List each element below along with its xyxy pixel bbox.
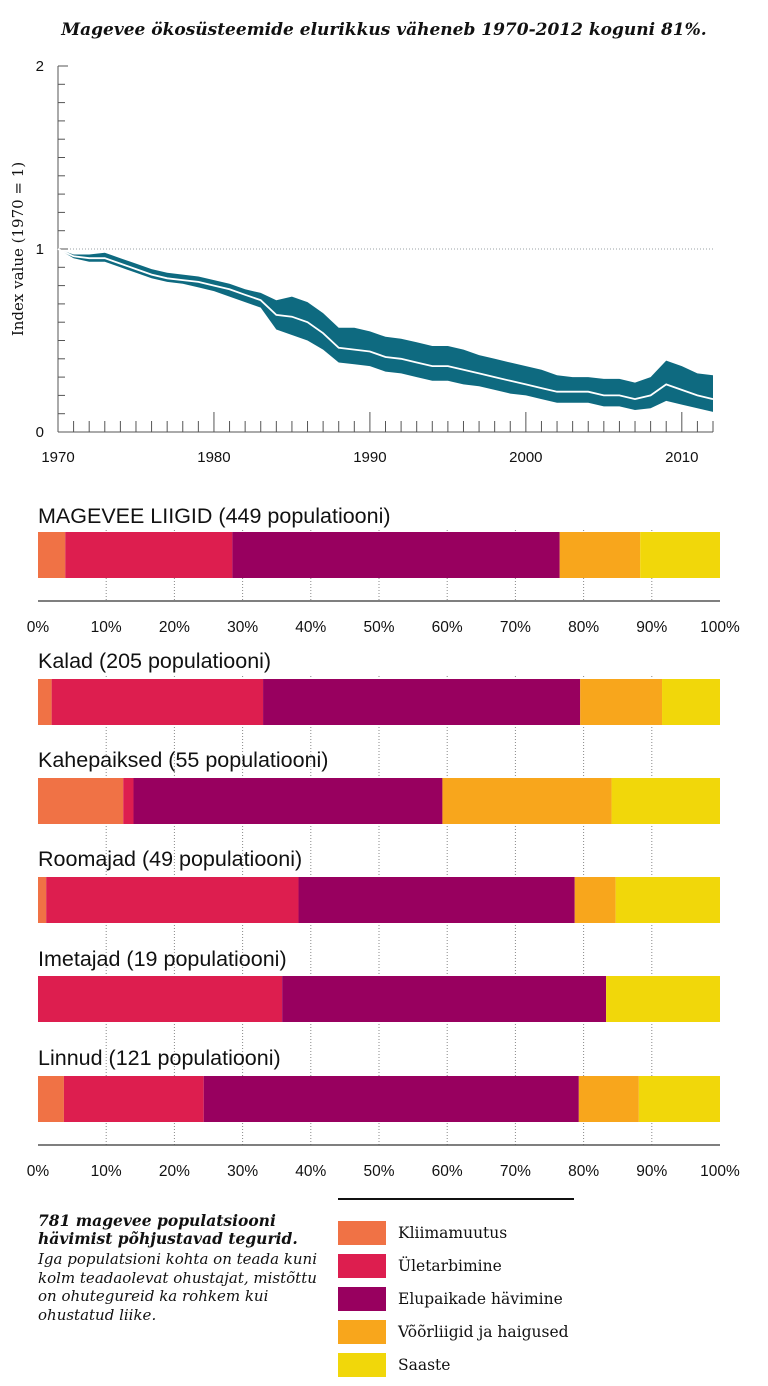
legend-item: Kliimamuutus: [338, 1216, 578, 1249]
legend-swatch-icon: [338, 1319, 386, 1344]
y-axis-label: Index value (1970 = 1): [9, 162, 27, 336]
x-tick-label: 2010: [665, 449, 698, 466]
bar-segment: [263, 679, 581, 725]
bar-segment: [574, 877, 616, 923]
bar-segment: [282, 976, 607, 1022]
bar-segment: [38, 679, 52, 725]
x-tick-label: 1970: [41, 449, 74, 466]
category-label: Roomajad (49 populatiooni): [38, 847, 302, 871]
x-tick-label: 80%: [568, 619, 599, 636]
legend-swatch-icon: [338, 1352, 386, 1377]
bar-segment: [232, 532, 560, 578]
index-line-chart: 0 1 2 Index value (1970 = 1) 1970 1980 1990 200…: [9, 58, 714, 466]
chart-title: Magevee ökosüsteemide elurikkus väheneb …: [61, 20, 707, 40]
x-tick-label: 0%: [27, 619, 50, 636]
bar-segment: [559, 532, 641, 578]
bar-segment: [38, 877, 47, 923]
bar-segment: [38, 1076, 64, 1122]
x-tick-label: 60%: [432, 1163, 463, 1180]
legend-label: Elupaikade hävimine: [398, 1289, 563, 1308]
x-tick-label: 50%: [363, 619, 394, 636]
summary-body: Iga populatsioni kohta on teada kuni kol…: [38, 1250, 318, 1324]
legend-swatch-icon: [338, 1220, 386, 1245]
legend-item: Saaste: [338, 1348, 578, 1381]
legend: Kliimamuutus Ületarbimine Elupaikade häv…: [338, 1198, 578, 1381]
x-tick-label: 90%: [636, 619, 667, 636]
x-tick-label: 70%: [500, 1163, 531, 1180]
x-tick-label: 20%: [159, 619, 190, 636]
x-tick-label: 30%: [227, 619, 258, 636]
x-tick-label: 50%: [363, 1163, 394, 1180]
legend-item: Võõrliigid ja haigused: [338, 1315, 578, 1348]
x-tick-label: 40%: [295, 1163, 326, 1180]
bar-segment: [46, 877, 299, 923]
legend-label: Võõrliigid ja haigused: [398, 1322, 569, 1341]
bar-segment: [38, 778, 124, 824]
category-label: Imetajad (19 populatiooni): [38, 947, 287, 971]
x-tick-label: 100%: [700, 619, 740, 636]
threat-stacked-bar-chart: MAGEVEE LIIGID (449 populatiooni) Kalad (…: [27, 504, 740, 1180]
x-tick-label: 40%: [295, 619, 326, 636]
confidence-band: [58, 249, 713, 412]
bar-segment: [38, 532, 66, 578]
legend-label: Kliimamuutus: [398, 1223, 508, 1242]
bar-segment: [606, 976, 720, 1022]
bar-segment: [442, 778, 612, 824]
legend-item: Ületarbimine: [338, 1249, 578, 1282]
x-tick-label: 2000: [509, 449, 542, 466]
bar-segment: [578, 1076, 639, 1122]
bar-segment: [640, 532, 720, 578]
bar-segment: [203, 1076, 579, 1122]
x-tick-label: 20%: [159, 1163, 190, 1180]
bar-segment: [662, 679, 720, 725]
bar-segment: [580, 679, 663, 725]
legend-swatch-icon: [338, 1253, 386, 1278]
x-tick-label: 70%: [500, 619, 531, 636]
legend-divider: [338, 1198, 574, 1200]
bar-segment: [51, 679, 264, 725]
bar-segment: [133, 778, 443, 824]
category-label: MAGEVEE LIIGID (449 populatiooni): [38, 504, 391, 528]
x-tick-label: 1980: [197, 449, 230, 466]
bar-segment: [611, 778, 720, 824]
summary-block: 781 magevee populatsiooni hävimist põhju…: [38, 1212, 328, 1324]
bar-segment: [63, 1076, 204, 1122]
x-tick-label: 90%: [636, 1163, 667, 1180]
bar-segment: [615, 877, 720, 923]
summary-heading: 781 magevee populatsiooni hävimist põhju…: [38, 1211, 298, 1248]
x-tick-label: 60%: [432, 619, 463, 636]
index-line: [57, 248, 714, 401]
bar-segment: [638, 1076, 720, 1122]
bar-segment: [65, 532, 233, 578]
legend-label: Ületarbimine: [398, 1256, 502, 1275]
bar-segment: [123, 778, 134, 824]
y-tick-label: 2: [36, 58, 44, 75]
category-label: Kalad (205 populatiooni): [38, 649, 271, 673]
legend-label: Saaste: [398, 1355, 451, 1374]
bar-segment: [38, 976, 283, 1022]
bar-segment: [298, 877, 575, 923]
x-tick-label: 1990: [353, 449, 386, 466]
category-label: Linnud (121 populatiooni): [38, 1046, 281, 1070]
y-tick-label: 1: [36, 241, 44, 258]
y-tick-label: 0: [36, 424, 44, 441]
x-tick-label: 100%: [700, 1163, 740, 1180]
x-tick-label: 10%: [91, 619, 122, 636]
x-tick-label: 80%: [568, 1163, 599, 1180]
category-label: Kahepaiksed (55 populatiooni): [38, 748, 328, 772]
legend-item: Elupaikade hävimine: [338, 1282, 578, 1315]
x-tick-label: 0%: [27, 1163, 50, 1180]
legend-swatch-icon: [338, 1286, 386, 1311]
x-tick-label: 30%: [227, 1163, 258, 1180]
x-tick-label: 10%: [91, 1163, 122, 1180]
